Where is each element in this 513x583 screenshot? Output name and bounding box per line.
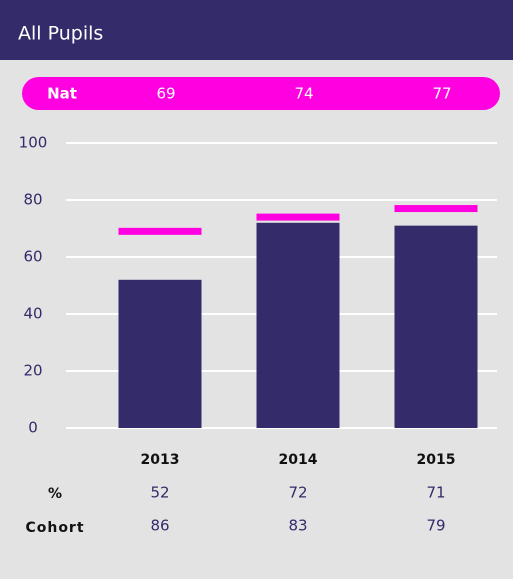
x-tick-label: 2015 [417, 452, 456, 468]
y-tick-label: 0 [28, 419, 38, 437]
row-label: % [48, 486, 62, 502]
x-tick-label: 2014 [279, 452, 318, 468]
y-tick-label: 80 [23, 191, 42, 209]
y-tick-label: 100 [19, 134, 48, 152]
bar [118, 279, 202, 428]
percent-value: 71 [426, 484, 445, 502]
bar [256, 222, 340, 428]
cohort-value: 86 [150, 517, 169, 535]
legend-label: Nat [47, 85, 77, 103]
percent-value: 52 [150, 484, 169, 502]
header-bar [0, 0, 513, 60]
national-value: 69 [156, 85, 175, 103]
national-marker [256, 213, 340, 221]
national-value: 77 [432, 85, 451, 103]
cohort-value: 79 [426, 517, 445, 535]
y-tick-label: 60 [23, 248, 42, 266]
chart-title: All Pupils [18, 23, 103, 45]
y-tick-label: 20 [23, 362, 42, 380]
x-tick-label: 2013 [141, 452, 180, 468]
y-tick-label: 40 [23, 305, 42, 323]
national-pill [22, 77, 500, 110]
national-marker [118, 227, 202, 235]
row-label: Cohort [25, 520, 84, 536]
national-value: 74 [294, 85, 313, 103]
cohort-value: 83 [288, 517, 307, 535]
percent-value: 72 [288, 484, 307, 502]
national-marker [394, 205, 478, 213]
bar [394, 225, 478, 428]
